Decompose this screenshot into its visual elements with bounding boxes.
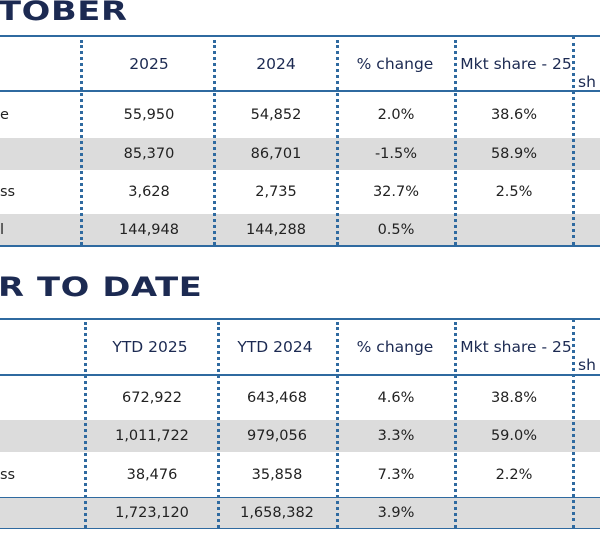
cell — [458, 214, 570, 245]
cell: 2.5% — [495, 184, 533, 200]
divider — [0, 374, 600, 376]
table-row: ss 3,628 2,735 32.7% 2.5% — [0, 170, 600, 214]
cell: 144,288 — [246, 221, 306, 238]
header-mkt-share-25: Mkt share - 25 — [460, 55, 572, 73]
cell: 38,476 — [126, 466, 178, 483]
header-share-24: sh — [578, 356, 596, 374]
cell: 38.6% — [490, 106, 538, 123]
cell: 672,922 — [122, 390, 182, 406]
row-label: ss — [0, 466, 16, 483]
header-ytd-2024: YTD 2024 — [237, 338, 313, 356]
header-2024: 2024 — [256, 55, 296, 73]
table-row: e 55,950 54,852 2.0% 38.6% — [0, 92, 600, 137]
cell: 3,628 — [128, 184, 170, 200]
table-row: 672,922 643,468 4.6% 38.8% — [0, 376, 600, 420]
cell: 32.7% — [372, 184, 420, 200]
cell: 144,948 — [119, 221, 179, 238]
section-title-ytd: R TO DATE — [0, 272, 203, 303]
row-label: e — [0, 106, 9, 123]
ytd-header-row: YTD 2025 YTD 2024 % change Mkt share - 2… — [0, 320, 600, 374]
divider — [0, 245, 600, 247]
column-divider — [454, 322, 457, 528]
cell — [458, 498, 570, 528]
column-divider — [80, 40, 83, 245]
cell: 54,852 — [250, 106, 302, 123]
cell: 7.3% — [377, 466, 415, 483]
divider — [0, 35, 600, 37]
row-label: l — [0, 221, 5, 238]
header-share-24: sh — [578, 73, 596, 91]
cell: 2.2% — [495, 466, 533, 483]
table-row: 1,011,722 979,056 3.3% 59.0% — [0, 420, 600, 452]
cell: 2.0% — [377, 106, 415, 123]
column-divider — [572, 36, 575, 245]
cell: 643,468 — [247, 390, 307, 406]
column-divider — [572, 319, 575, 528]
cell: 3.9% — [377, 505, 415, 521]
table-row: 85,370 86,701 -1.5% 58.9% — [0, 138, 600, 170]
cell: 1,723,120 — [115, 505, 189, 521]
divider — [0, 497, 600, 498]
column-divider — [454, 40, 457, 245]
cell: 85,370 — [123, 146, 175, 162]
cell: 3.3% — [377, 428, 415, 444]
column-divider — [213, 40, 216, 245]
header-ytd-2025: YTD 2025 — [112, 338, 188, 356]
column-divider — [336, 322, 339, 528]
divider — [0, 90, 600, 92]
cell: 58.9% — [490, 146, 538, 162]
header-2025: 2025 — [129, 55, 169, 73]
table-row-total: l 144,948 144,288 0.5% — [0, 214, 600, 245]
cell: 1,658,382 — [240, 505, 314, 521]
column-divider — [336, 40, 339, 245]
cell: 86,701 — [250, 146, 302, 162]
column-divider — [217, 322, 220, 528]
table-row-total: 1,723,120 1,658,382 3.9% — [0, 498, 600, 528]
cell: 4.6% — [377, 390, 415, 406]
row-label: ss — [0, 184, 16, 200]
divider — [0, 318, 600, 320]
cell: 0.5% — [377, 221, 415, 238]
header-mkt-share-25: Mkt share - 25 — [460, 338, 572, 356]
cell: 35,858 — [251, 466, 303, 483]
column-divider — [84, 322, 87, 528]
cell: 2,735 — [255, 184, 297, 200]
cell: 55,950 — [123, 106, 175, 123]
cell: -1.5% — [374, 146, 418, 162]
month-header-row: 2025 2024 % change Mkt share - 25 sh — [0, 37, 600, 91]
divider — [0, 528, 600, 529]
section-title-month: TOBER — [0, 0, 128, 27]
cell: 59.0% — [490, 428, 538, 444]
header-pct-change: % change — [356, 55, 434, 73]
cell: 1,011,722 — [115, 428, 189, 444]
cell: 38.8% — [490, 390, 538, 406]
table-row: ss 38,476 35,858 7.3% 2.2% — [0, 452, 600, 497]
cell: 979,056 — [247, 428, 307, 444]
header-pct-change: % change — [356, 338, 434, 356]
